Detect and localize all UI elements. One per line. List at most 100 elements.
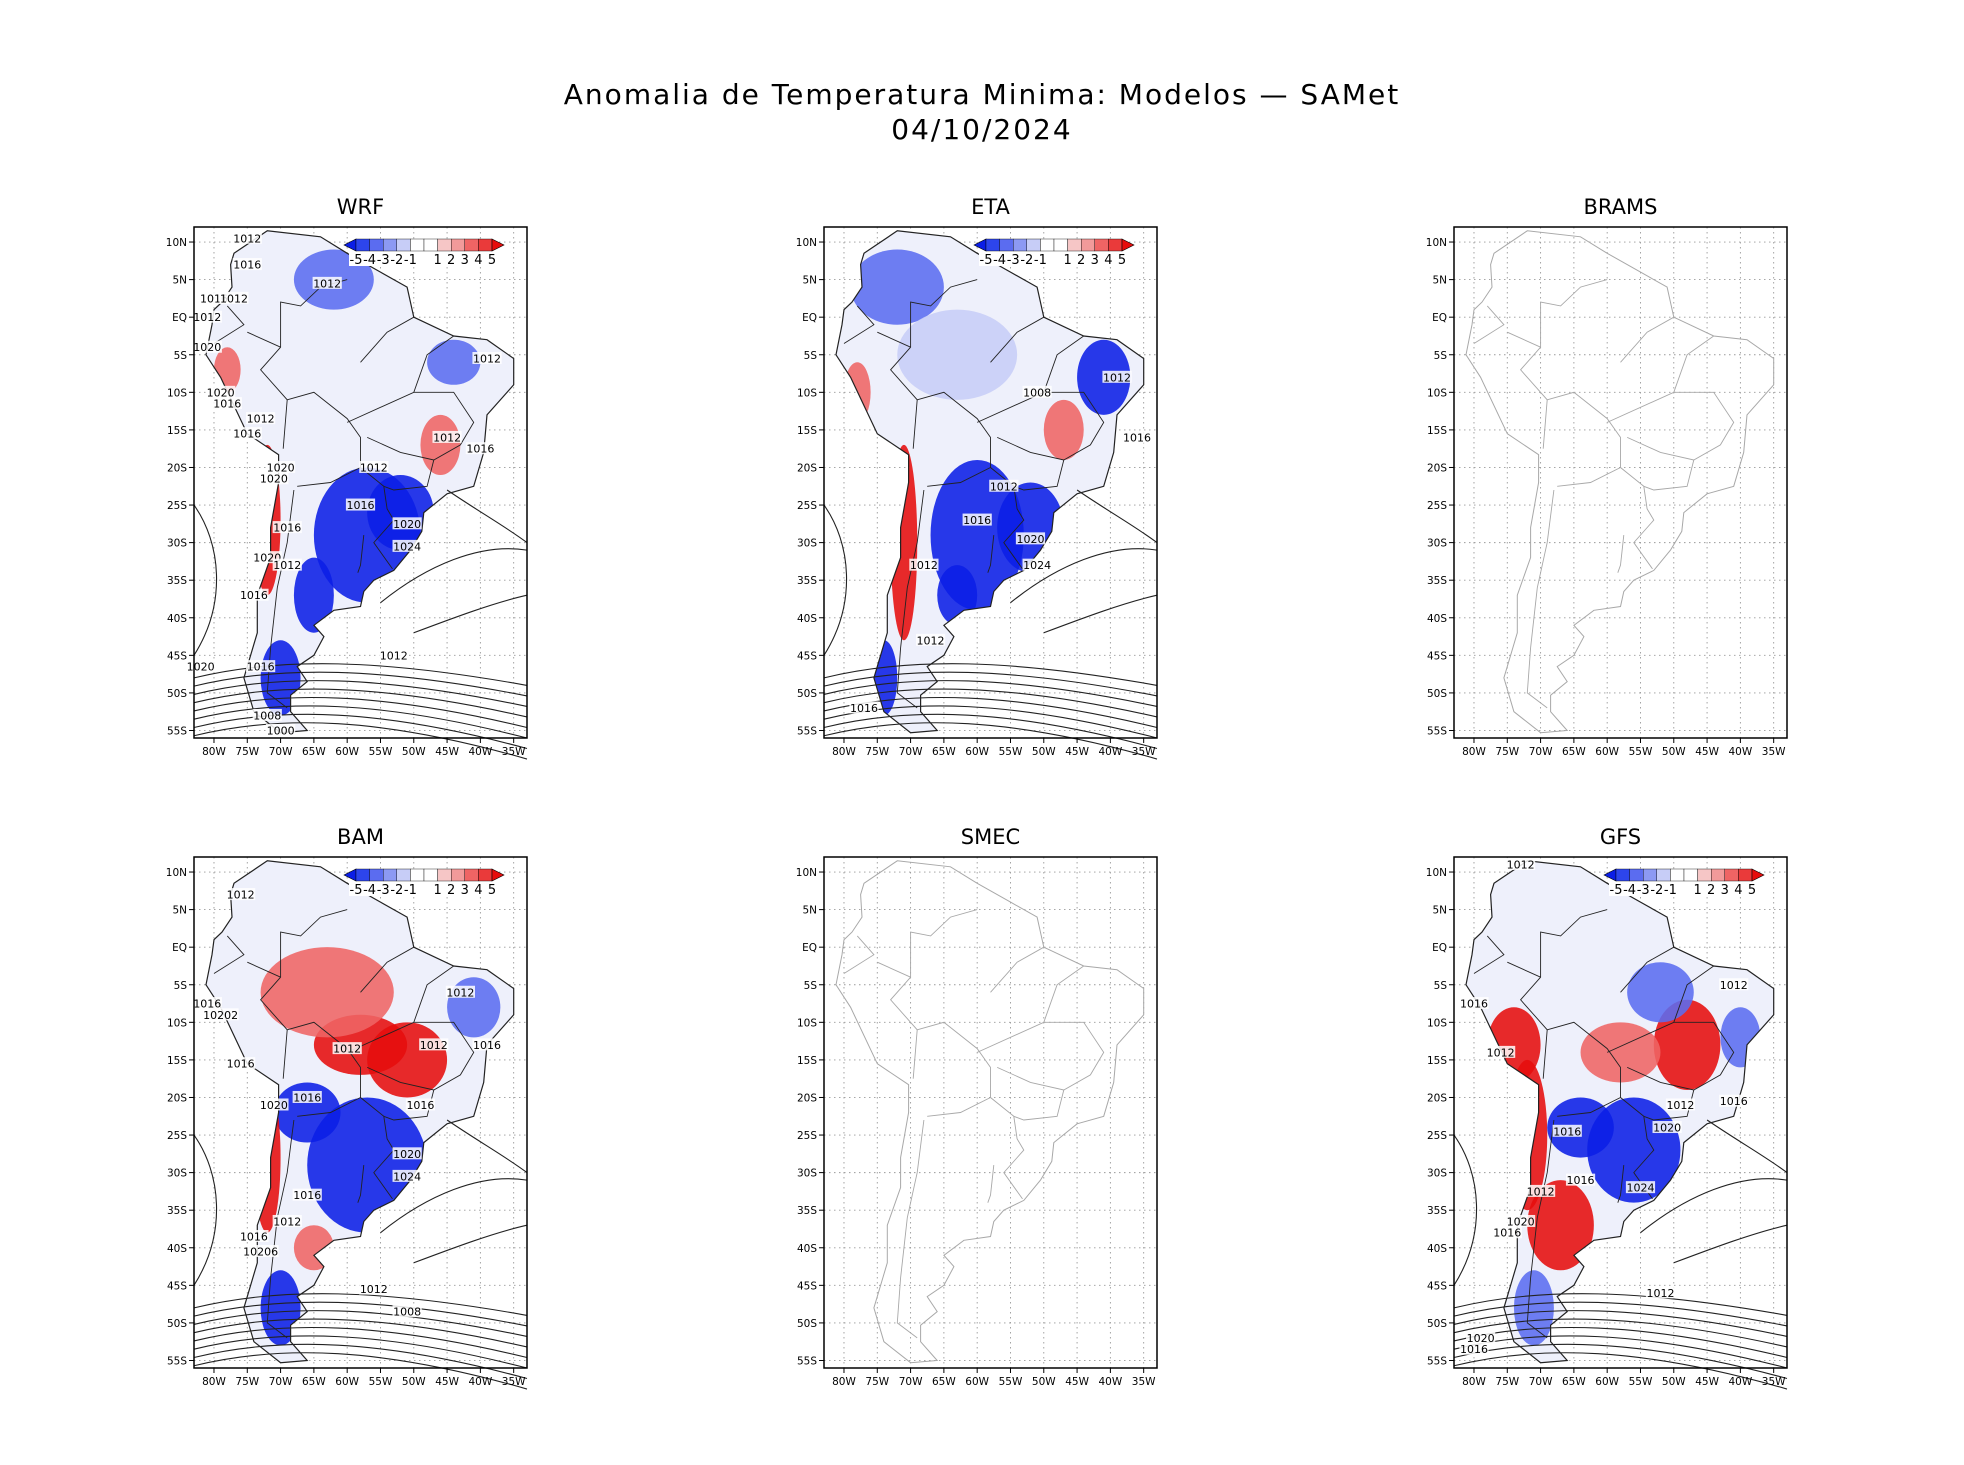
colorbar-label: -1 xyxy=(404,253,417,268)
isobar-label: 1012 xyxy=(990,480,1018,493)
isobar-label-bg xyxy=(392,1147,422,1160)
isobar-line xyxy=(193,680,528,707)
x-tick-label: 55W xyxy=(999,1376,1023,1388)
colorbar-segment xyxy=(1012,238,1027,252)
isobar-label-bg xyxy=(909,558,939,571)
country-border xyxy=(877,331,911,348)
colorbar-segment xyxy=(1040,238,1055,252)
isobar-line xyxy=(823,671,1158,697)
country-border xyxy=(1673,335,1714,393)
x-tick-label: 75W xyxy=(1495,746,1519,758)
y-tick-label: 55S xyxy=(797,1355,817,1367)
country-border xyxy=(287,391,395,570)
colorbar-label: 2 xyxy=(447,883,455,898)
country-border xyxy=(990,316,1045,363)
isobar-label: 1000 xyxy=(267,724,295,737)
colorbar-label-bg xyxy=(362,252,377,266)
colorbar-segment xyxy=(451,238,466,252)
y-tick-label: 10S xyxy=(167,387,187,399)
colorbar-label: -5 xyxy=(350,253,363,268)
colorbar-segment xyxy=(1656,868,1671,882)
y-tick-label: 25S xyxy=(167,500,187,512)
isobar-label-bg xyxy=(272,1214,302,1227)
colorbar-segment xyxy=(1629,868,1644,882)
isobar-line xyxy=(193,504,218,656)
x-tick-label: 50W xyxy=(1032,746,1056,758)
isobar-label: 1012 xyxy=(360,461,388,474)
isobar-label: 1020 xyxy=(393,518,421,531)
y-tick-label: 10N xyxy=(796,237,817,249)
colorbar-label: 2 xyxy=(447,253,455,268)
isobar-label: 1016 xyxy=(240,1230,268,1243)
isobar-label-bg xyxy=(212,397,242,410)
x-tick-label: 35W xyxy=(1762,746,1786,758)
x-tick-label: 55W xyxy=(369,746,393,758)
y-tick-label: 55S xyxy=(1427,725,1447,737)
colorbar-label-bg xyxy=(389,252,404,266)
colorbar-segment xyxy=(1697,868,1712,882)
x-tick-label: 70W xyxy=(899,1376,923,1388)
country-border xyxy=(917,391,1025,570)
isobar-label-bg xyxy=(259,472,289,485)
country-border xyxy=(1473,935,1505,974)
isobar-label-bg xyxy=(392,1305,422,1318)
axis-tick-labels: 80W 75W 70W 65W 60W 55W 50W 45W 40W 35W 10N 5N EQ 5S 1… xyxy=(166,237,526,758)
y-tick-label: 30S xyxy=(797,1168,817,1180)
x-tick-label: 80W xyxy=(202,1376,226,1388)
isobar-label: 1020 xyxy=(1467,1332,1495,1345)
coastline xyxy=(1465,860,1775,1364)
x-tick-label: 40W xyxy=(1729,746,1753,758)
country-border xyxy=(1519,909,1608,1079)
y-tick-label: 50S xyxy=(1427,1318,1447,1330)
isobar-label-bg xyxy=(226,888,256,901)
country-border xyxy=(213,935,245,974)
colorbar-label: 4 xyxy=(1104,253,1112,268)
isobar-label-bg xyxy=(1565,1173,1596,1186)
country-border xyxy=(1673,965,1714,1023)
y-tick-label: 50S xyxy=(797,688,817,700)
map-plot: 80W 75W 70W 65W 60W 55W 50W 45W 40W 35W 10N 5N EQ 5S 1… xyxy=(796,856,1158,1388)
colorbar-label-bg xyxy=(430,882,445,896)
colorbar-label-bg xyxy=(457,882,472,896)
isobar-line xyxy=(823,663,1158,686)
isobar-label-bg xyxy=(192,310,222,323)
y-tick-label: 30S xyxy=(1427,538,1447,550)
anomaly-patch xyxy=(1487,1007,1541,1083)
y-tick-label: EQ xyxy=(802,312,817,324)
y-tick-label: 45S xyxy=(167,650,187,662)
colorbar-label: 3 xyxy=(461,883,469,898)
isobar-label-bg xyxy=(1015,532,1046,545)
y-tick-label: 15S xyxy=(1427,425,1447,437)
country-border xyxy=(1507,331,1541,348)
isobar-line xyxy=(823,713,1158,750)
isobar-label-bg xyxy=(915,633,946,646)
isobar-line xyxy=(823,504,848,656)
isobar-label: 1012 xyxy=(433,431,461,444)
x-tick-label: 80W xyxy=(832,1376,856,1388)
colorbar: -5 -4 -3 -2 -1 1 2 3 4 5 xyxy=(1603,868,1765,898)
country-border xyxy=(987,535,995,573)
y-tick-label: 55S xyxy=(1427,1355,1447,1367)
x-tick-label: 50W xyxy=(1662,1376,1686,1388)
anomaly-patch xyxy=(1627,962,1694,1023)
colorbar-label: -3 xyxy=(1007,253,1020,268)
isobar-label: 1024 xyxy=(393,540,421,553)
country-border xyxy=(213,305,245,344)
y-tick-label: 30S xyxy=(797,538,817,550)
isobar-label-bg xyxy=(232,258,262,271)
isobar-label-bg xyxy=(1625,1181,1656,1194)
isobar-label-bg xyxy=(232,231,262,244)
colorbar-label-bg xyxy=(376,882,391,896)
colorbar-segment xyxy=(382,238,397,252)
colorbar-segment xyxy=(382,868,397,882)
isobar-label-bg xyxy=(405,1098,436,1111)
isobar-label-bg xyxy=(232,427,262,440)
x-tick-label: 35W xyxy=(1762,1376,1786,1388)
isobar-label-bg xyxy=(332,1042,362,1055)
isobar-label-bg xyxy=(392,539,422,552)
colorbar-label-bg xyxy=(389,882,404,896)
y-tick-label: 20S xyxy=(797,1092,817,1104)
isobar-label: 1020 xyxy=(1653,1122,1681,1135)
isobar-label-bg xyxy=(962,513,992,526)
